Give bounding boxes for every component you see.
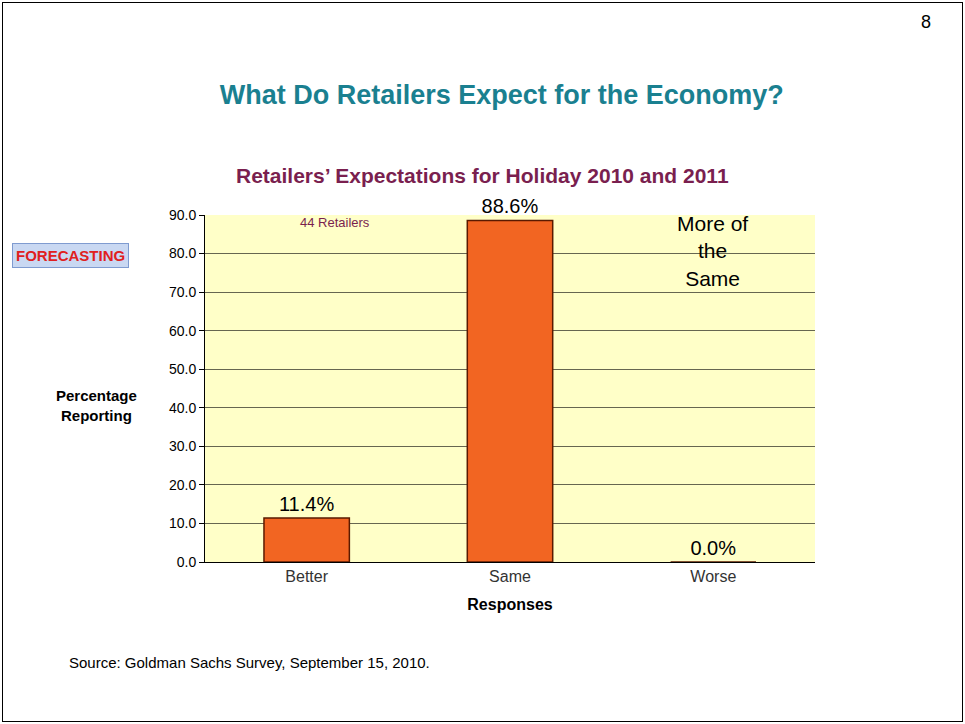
svg-text:50.0: 50.0 bbox=[169, 361, 196, 377]
svg-text:Responses: Responses bbox=[467, 596, 552, 613]
svg-text:11.4%: 11.4% bbox=[279, 493, 334, 515]
svg-text:30.0: 30.0 bbox=[169, 438, 196, 454]
svg-text:What Do Retailers Expect for t: What Do Retailers Expect for the Economy… bbox=[220, 80, 784, 110]
svg-text:8: 8 bbox=[921, 12, 931, 32]
svg-text:Better: Better bbox=[285, 568, 328, 585]
svg-text:FORECASTING: FORECASTING bbox=[16, 247, 125, 264]
svg-text:0.0: 0.0 bbox=[177, 554, 197, 570]
svg-text:20.0: 20.0 bbox=[169, 477, 196, 493]
svg-text:Worse: Worse bbox=[690, 568, 736, 585]
svg-text:10.0: 10.0 bbox=[169, 515, 196, 531]
svg-text:PercentageReporting: PercentageReporting bbox=[56, 387, 137, 424]
svg-text:Retailers’ Expectations for Ho: Retailers’ Expectations for Holiday 2010… bbox=[236, 164, 729, 187]
svg-text:44 Retailers: 44 Retailers bbox=[300, 215, 370, 230]
svg-text:More oftheSame: More oftheSame bbox=[677, 212, 748, 290]
svg-text:80.0: 80.0 bbox=[169, 245, 196, 261]
svg-text:88.6%: 88.6% bbox=[482, 195, 539, 217]
svg-text:60.0: 60.0 bbox=[169, 323, 196, 339]
svg-text:Same: Same bbox=[489, 568, 531, 585]
svg-text:40.0: 40.0 bbox=[169, 400, 196, 416]
svg-text:90.0: 90.0 bbox=[169, 207, 196, 223]
svg-text:0.0%: 0.0% bbox=[690, 537, 736, 559]
svg-text:70.0: 70.0 bbox=[169, 284, 196, 300]
svg-text:Source: Goldman Sachs Survey,: Source: Goldman Sachs Survey, September … bbox=[69, 654, 430, 671]
